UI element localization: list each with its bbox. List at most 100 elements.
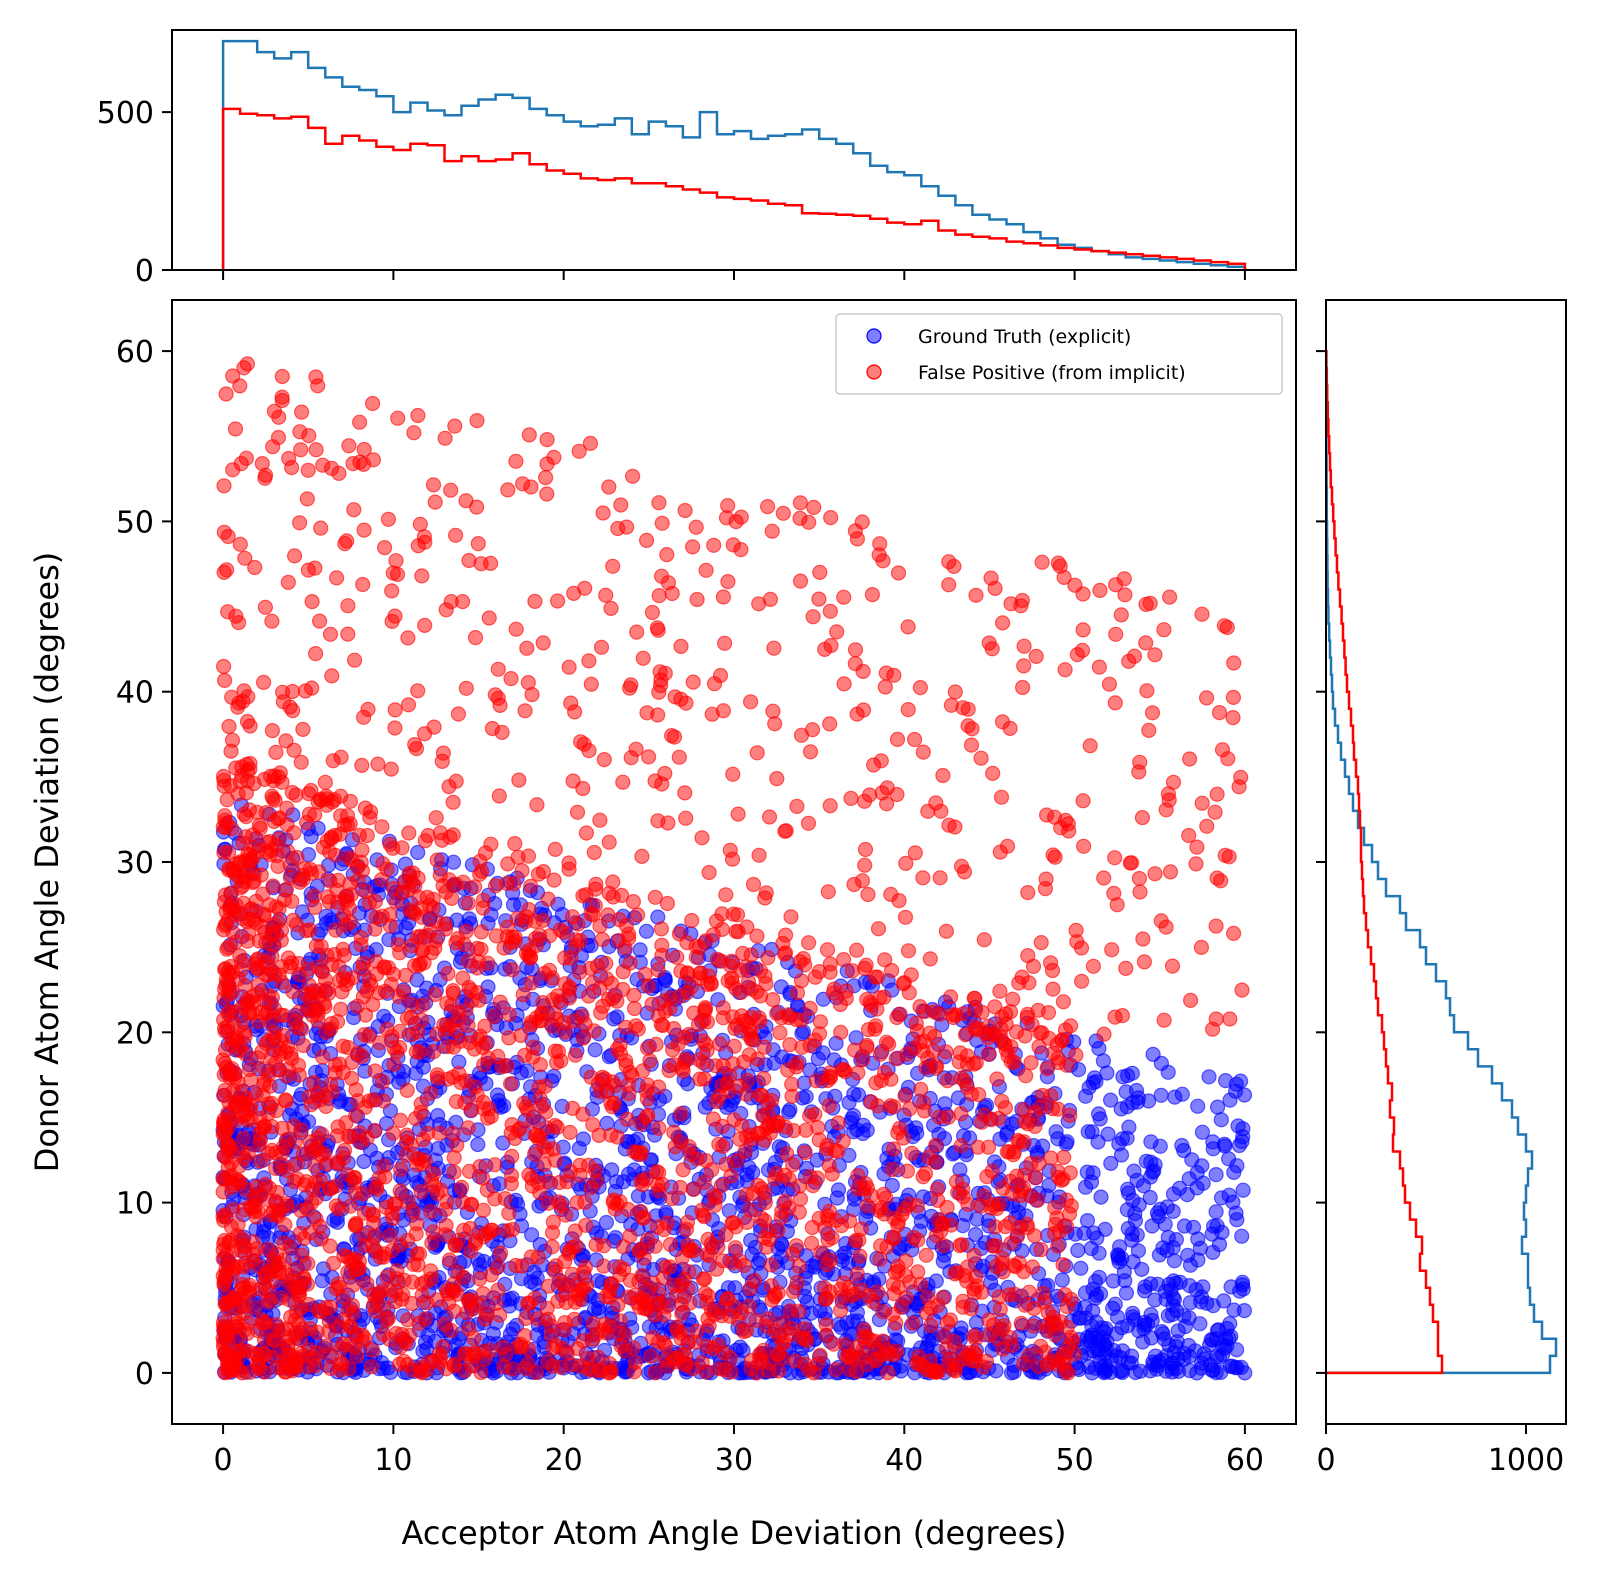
- scatter-point: [785, 1283, 802, 1300]
- scatter-point: [508, 453, 524, 469]
- scatter-point: [1201, 1069, 1217, 1085]
- scatter-point: [931, 1109, 948, 1125]
- scatter-point: [824, 1166, 840, 1182]
- scatter-point: [1135, 931, 1151, 947]
- scatter-point: [773, 979, 789, 995]
- scatter-point: [933, 803, 949, 819]
- scatter-point: [322, 626, 339, 642]
- scatter-point: [279, 800, 295, 816]
- scatter-point: [507, 835, 523, 852]
- scatter-point: [1002, 1173, 1018, 1190]
- scatter-point: [664, 585, 680, 602]
- scatter-point: [419, 1341, 435, 1357]
- scatter-point: [1024, 1259, 1041, 1275]
- scatter-point: [657, 1338, 674, 1354]
- scatter-point: [501, 1205, 517, 1221]
- scatter-point: [745, 876, 762, 893]
- scatter-point: [514, 862, 530, 879]
- scatter-point: [1073, 1260, 1089, 1276]
- scatter-point: [760, 1106, 776, 1123]
- scatter-point: [1057, 662, 1073, 678]
- scatter-point: [516, 1095, 532, 1111]
- scatter-point: [503, 1076, 519, 1092]
- scatter-point: [638, 923, 655, 939]
- scatter-point: [596, 1238, 612, 1254]
- scatter-point: [900, 619, 916, 635]
- scatter-point: [609, 993, 625, 1009]
- scatter-point: [792, 1191, 809, 1207]
- scatter-point: [1145, 1046, 1161, 1063]
- scatter-point: [216, 845, 232, 861]
- scatter-point: [1209, 1099, 1226, 1115]
- scatter-point: [279, 816, 295, 833]
- scatter-point: [508, 621, 524, 637]
- scatter-point: [503, 670, 519, 687]
- scatter-point: [650, 962, 666, 978]
- scatter-point: [1113, 607, 1129, 623]
- scatter-point: [1155, 1326, 1171, 1342]
- scatter-point: [347, 652, 363, 668]
- scatter-point: [956, 864, 973, 880]
- scatter-point: [1131, 870, 1148, 887]
- scatter-point: [429, 852, 445, 868]
- scatter-point: [315, 457, 331, 473]
- scatter-point: [1134, 809, 1151, 826]
- scatter-point: [354, 1048, 370, 1064]
- scatter-point: [822, 603, 838, 619]
- scatter-point: [1104, 942, 1120, 958]
- scatter-point: [1096, 1323, 1112, 1340]
- scatter-point: [792, 573, 809, 589]
- scatter-point: [1096, 870, 1112, 886]
- scatter-point: [679, 1214, 696, 1230]
- scatter-point: [1023, 1155, 1039, 1172]
- scatter-point: [519, 1063, 535, 1079]
- scatter-point: [1233, 769, 1249, 786]
- scatter-point: [450, 1005, 467, 1021]
- scatter-point: [715, 1000, 731, 1016]
- scatter-point: [412, 1044, 428, 1060]
- scatter-point: [819, 1257, 835, 1273]
- scatter-point: [793, 973, 810, 989]
- scatter-point: [871, 1271, 887, 1287]
- scatter-point: [612, 1037, 628, 1053]
- scatter-point: [1127, 1205, 1143, 1222]
- scatter-point: [446, 1164, 462, 1180]
- scatter-point: [651, 587, 667, 604]
- scatter-point: [1194, 795, 1210, 811]
- scatter-point: [725, 766, 741, 782]
- scatter-point: [1126, 648, 1143, 664]
- scatter-point: [794, 1025, 810, 1042]
- scatter-point: [1039, 1060, 1055, 1077]
- scatter-point: [569, 804, 586, 820]
- scatter-point: [492, 994, 508, 1010]
- scatter-point: [398, 1147, 414, 1163]
- scatter-point: [470, 1136, 486, 1153]
- scatter-point: [1020, 884, 1036, 901]
- scatter-point: [1017, 1297, 1033, 1313]
- scatter-point: [627, 1354, 643, 1371]
- scatter-point: [598, 587, 614, 603]
- scatter-point: [220, 528, 236, 545]
- scatter-point: [504, 962, 520, 978]
- scatter-point: [805, 609, 821, 625]
- scatter-point: [306, 888, 322, 904]
- scatter-point: [387, 702, 403, 718]
- scatter-point: [547, 841, 563, 858]
- scatter-point: [659, 895, 676, 912]
- scatter-point: [470, 535, 486, 552]
- scatter-point: [467, 629, 484, 646]
- scatter-point: [523, 1274, 539, 1290]
- scatter-point: [1075, 793, 1091, 809]
- scatter-point: [730, 806, 746, 822]
- scatter-point: [669, 949, 685, 965]
- scatter-point: [922, 951, 938, 967]
- scatter-point: [758, 885, 774, 901]
- scatter-point: [274, 1120, 290, 1136]
- scatter-point: [652, 664, 668, 680]
- scatter-point: [603, 600, 619, 617]
- scatter-point: [392, 945, 408, 961]
- scatter-point: [803, 1305, 819, 1321]
- scatter-point: [1034, 1087, 1051, 1104]
- scatter-point: [772, 1025, 788, 1041]
- scatter-point: [639, 705, 655, 721]
